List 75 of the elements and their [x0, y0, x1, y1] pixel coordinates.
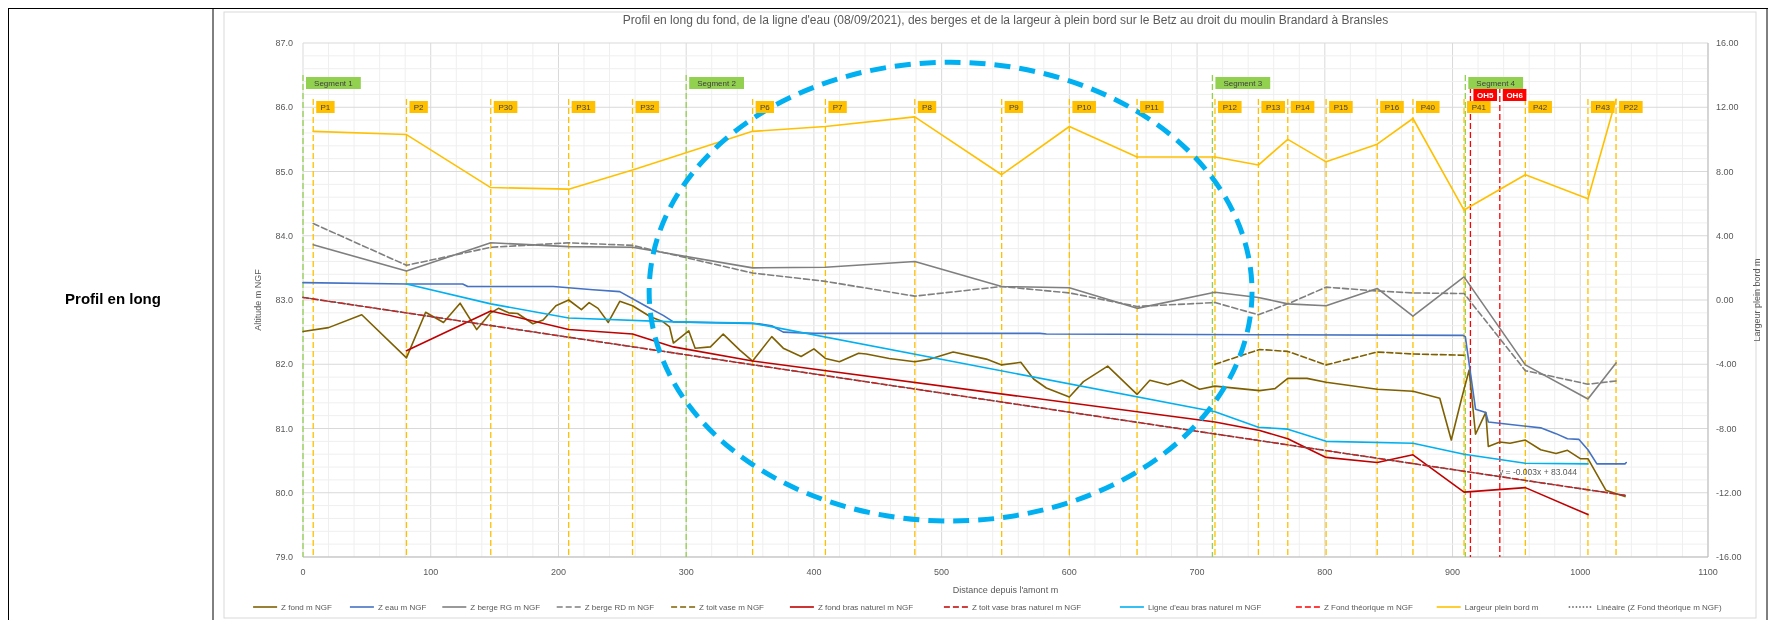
x-tick-label: 400 [806, 567, 822, 577]
legend-label: Z berge RG m NGF [470, 603, 541, 612]
legend-label: Linéaire (Z Fond théorique m NGF) [1596, 603, 1722, 612]
y-tick-label: 84.0 [275, 230, 293, 241]
x-tick-label: 500 [934, 567, 950, 577]
y2-tick-label: 12.00 [1716, 102, 1739, 113]
legend-label: Z eau m NGF [377, 603, 427, 612]
line-series [1214, 348, 1465, 366]
y2-axis-title: Largeur plein bord m [1752, 258, 1762, 342]
y-tick-label: 81.0 [275, 423, 293, 434]
y2-tick-label: 4.00 [1716, 230, 1734, 241]
x-tick-label: 900 [1445, 567, 1461, 577]
legend-label: Z toit vase bras naturel m NGF [971, 603, 1082, 612]
y-tick-label: 83.0 [275, 295, 293, 305]
x-tick-label: 300 [678, 567, 694, 577]
x-axis-title: Distance depuis l'amont m [952, 585, 1059, 595]
y2-tick-label: -8.00 [1716, 423, 1737, 434]
y2-tick-label: 8.00 [1716, 166, 1734, 177]
legend-label: Z Fond théorique m NGF [1323, 603, 1413, 612]
ref-line-label: OH6 [1506, 91, 1524, 100]
y-tick-label: 80.0 [275, 487, 293, 498]
ref-line-label: P6 [759, 103, 771, 112]
y2-tick-label: 0.00 [1716, 295, 1734, 305]
ref-line-label: OH5 [1477, 91, 1494, 100]
x-tick-label: 1000 [1570, 567, 1591, 577]
chart-title: Profil en long du fond, de la ligne d'eau (08/09/2021), des berges et de la largeur à plein bord sur le Betz au droit du moulin Brandard à Bransles [622, 13, 1389, 27]
ref-line-label: P16 [1384, 103, 1400, 112]
ref-line-label: P30 [498, 103, 514, 112]
legend-label: Ligne d'eau bras naturel m NGF [1147, 603, 1262, 612]
y2-tick-label: 16.00 [1716, 38, 1739, 48]
ref-line-label: P13 [1266, 103, 1281, 112]
ref-line-label: P32 [640, 103, 655, 112]
ref-line-label: P7 [832, 103, 844, 112]
y2-tick-label: -16.00 [1716, 552, 1742, 562]
ref-line-label: P11 [1145, 103, 1160, 112]
legend-label: Z berge RD m NGF [584, 603, 655, 612]
ref-line-label: P1 [320, 103, 331, 112]
ref-line-label: Segment 2 [697, 79, 737, 88]
ref-line-label: P14 [1295, 103, 1311, 112]
ref-line-label: P10 [1077, 103, 1092, 112]
y2-tick-label: -12.00 [1716, 487, 1742, 498]
legend-label: Z fond m NGF [281, 603, 332, 612]
x-tick-label: 800 [1317, 567, 1333, 577]
legend-label: Z fond bras naturel m NGF [817, 603, 914, 612]
y-axis-title: Altitude m NGF [253, 268, 263, 331]
ref-line-label: Segment 3 [1223, 79, 1263, 88]
ref-line-label: P40 [1420, 103, 1436, 112]
text: Profil en long [65, 290, 161, 307]
y2-tick-label: -4.00 [1716, 359, 1737, 370]
x-tick-label: 700 [1189, 567, 1205, 577]
line-series [405, 310, 1589, 516]
y-tick-label: 79.0 [275, 552, 293, 562]
ref-line-label: P12 [1222, 103, 1238, 112]
legend-label: Z toit vase m NGF [699, 603, 765, 612]
x-tick-label: 0 [300, 567, 306, 577]
ref-line-label: P22 [1623, 103, 1639, 112]
ref-line-label: P15 [1333, 103, 1349, 112]
ref-line-label: P42 [1533, 103, 1548, 112]
ref-line-label: P9 [1008, 103, 1020, 112]
ref-line-label: Segment 1 [314, 79, 354, 88]
ref-line-label: P41 [1471, 103, 1487, 112]
x-tick-label: 100 [423, 567, 439, 577]
y-tick-label: 86.0 [275, 102, 293, 113]
ref-line-label: P31 [576, 103, 592, 112]
legend-label: Largeur plein bord m [1464, 603, 1539, 612]
y-tick-label: 85.0 [275, 166, 293, 177]
ref-line-label: P43 [1595, 103, 1611, 112]
ref-line-label: Segment 4 [1476, 79, 1516, 88]
ref-line-label: P8 [922, 103, 933, 112]
y-tick-label: 87.0 [275, 38, 293, 48]
x-tick-label: 600 [1061, 567, 1077, 577]
x-tick-label: 1100 [1698, 567, 1718, 577]
ref-line-label: P2 [413, 103, 425, 112]
y-tick-label: 82.0 [275, 359, 293, 370]
x-tick-label: 200 [550, 567, 566, 577]
